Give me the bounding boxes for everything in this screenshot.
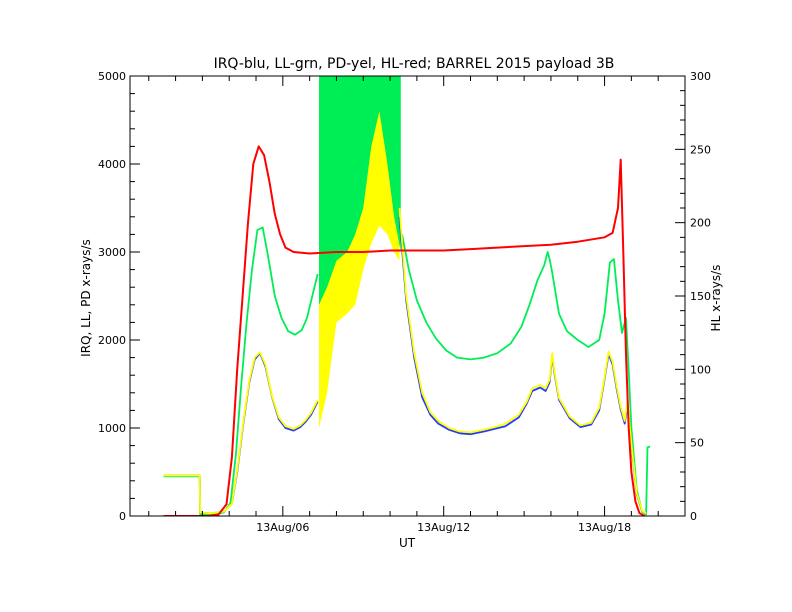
left-tick-label: 3000 bbox=[98, 246, 126, 259]
series-ll-line-3 bbox=[401, 234, 651, 516]
plot-area bbox=[163, 76, 651, 516]
x-tick-label: 13Aug/06 bbox=[256, 521, 309, 534]
right-tick-label: 300 bbox=[690, 70, 711, 83]
series-hl-line-6 bbox=[163, 145, 646, 516]
series-pd-line-4 bbox=[163, 351, 319, 515]
y-axis-left-title: IRQ, LL, PD x-rays/s bbox=[79, 239, 93, 357]
right-tick-label: 150 bbox=[690, 290, 711, 303]
x-tick-label: 13Aug/12 bbox=[417, 521, 470, 534]
band-ll-1 bbox=[319, 76, 401, 305]
right-tick-label: 50 bbox=[690, 437, 704, 450]
axes: 0 1000 2000 3000 4000 5000 0 50 100 150 200 250 300 1… bbox=[98, 70, 711, 534]
right-tick-label: 0 bbox=[690, 510, 697, 523]
x-axis-title: UT bbox=[399, 536, 416, 550]
left-tick-label: 1000 bbox=[98, 422, 126, 435]
right-tick-label: 250 bbox=[690, 143, 711, 156]
chart-title: IRQ-blu, LL-grn, PD-yel, HL-red; BARREL … bbox=[214, 56, 615, 72]
y-axis-right-title: HL x-rays/s bbox=[709, 265, 723, 332]
left-tick-label: 2000 bbox=[98, 334, 126, 347]
left-tick-label: 5000 bbox=[98, 70, 126, 83]
left-tick-label: 0 bbox=[119, 510, 126, 523]
left-tick-label: 4000 bbox=[98, 158, 126, 171]
series-pd-line-5 bbox=[398, 207, 647, 515]
x-tick-label: 13Aug/18 bbox=[578, 521, 631, 534]
right-tick-label: 200 bbox=[690, 217, 711, 230]
right-tick-label: 100 bbox=[690, 363, 711, 376]
series-ll-line-2 bbox=[163, 226, 319, 516]
